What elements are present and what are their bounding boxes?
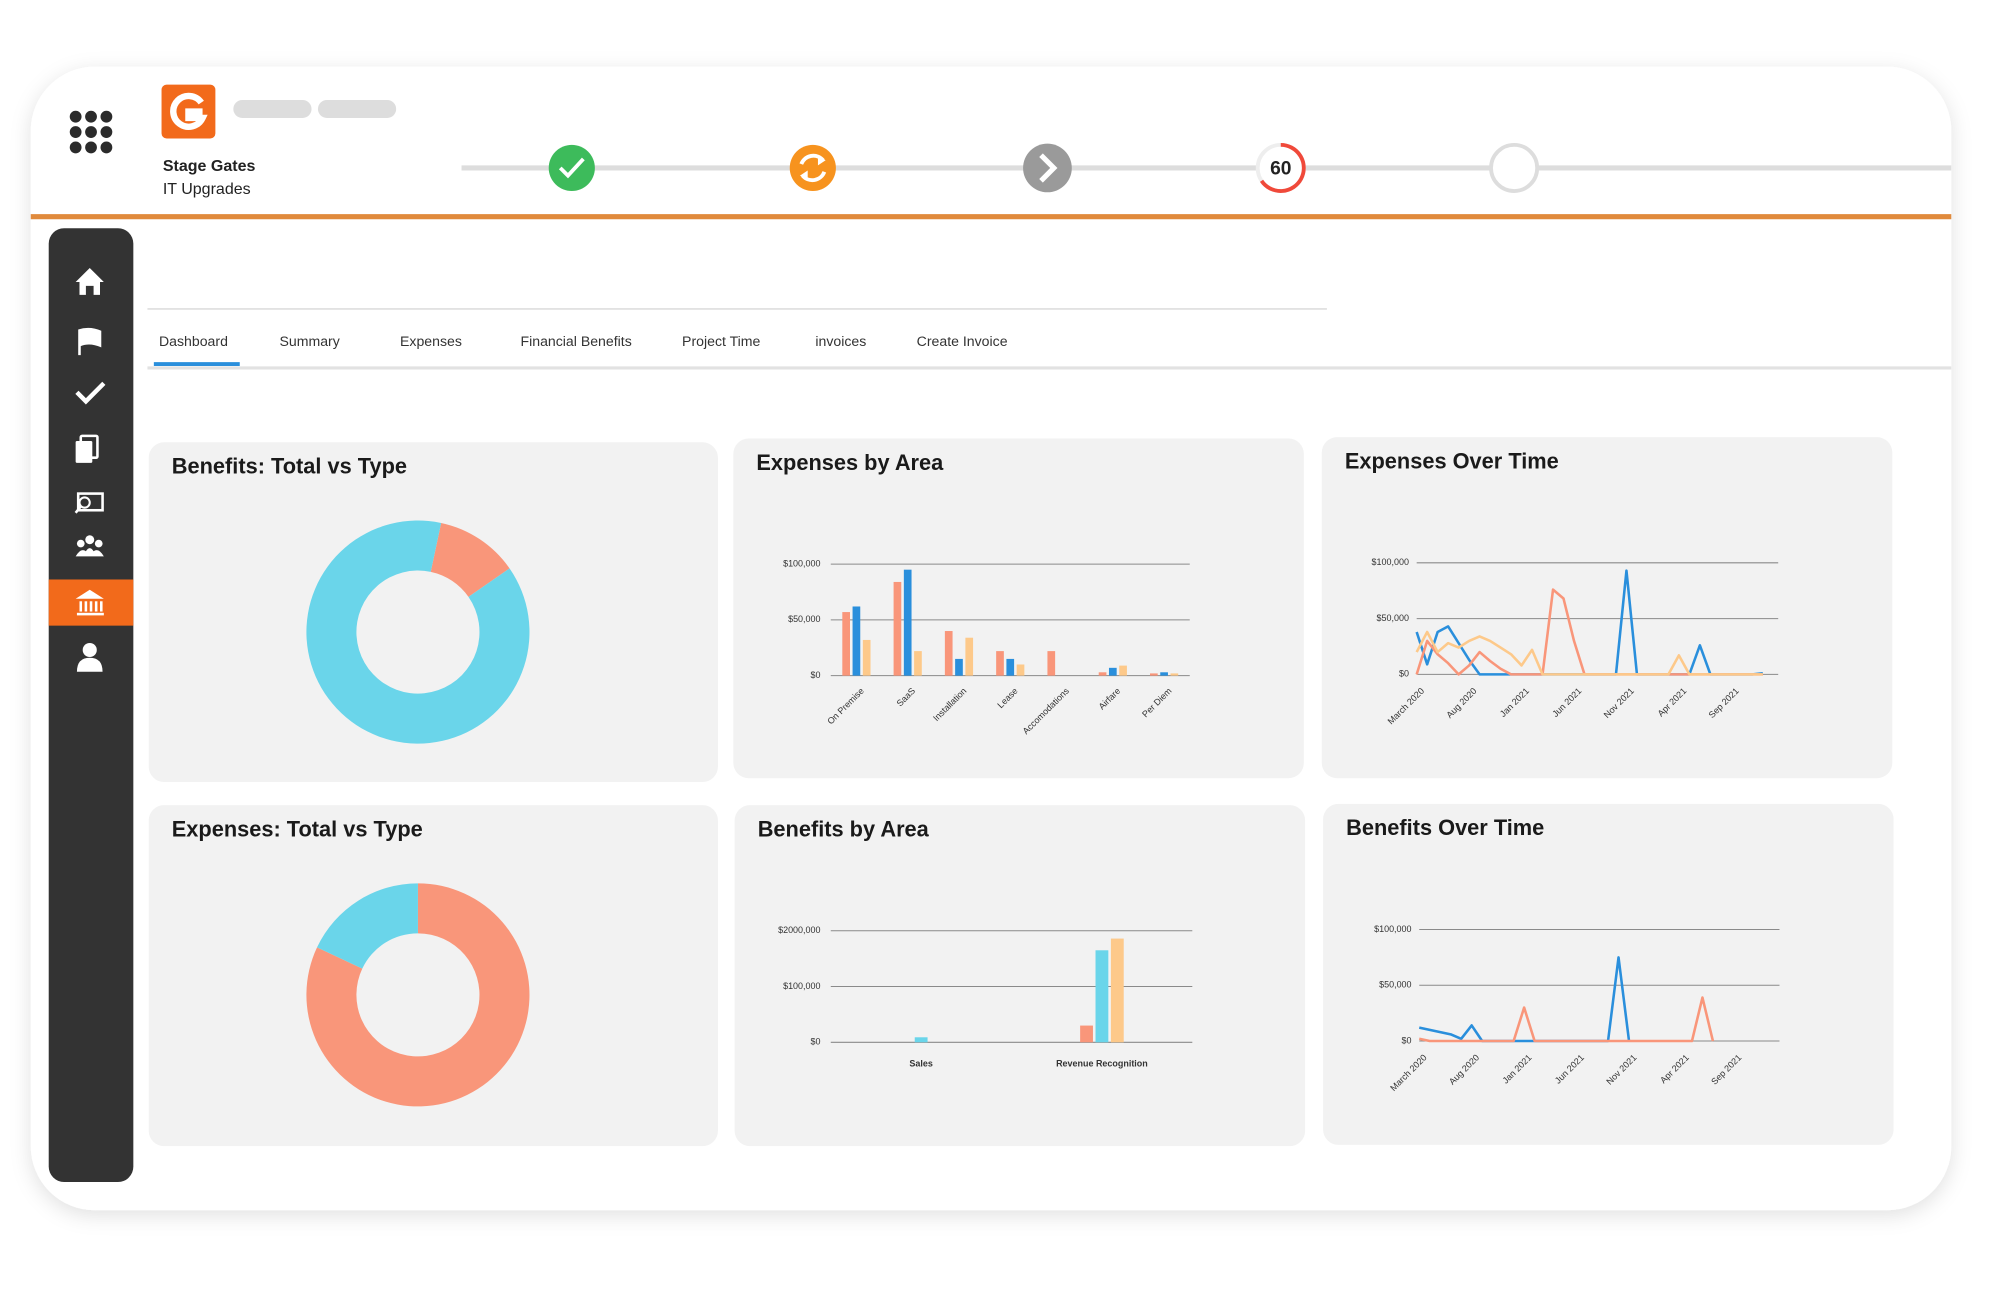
- stage-counter-value: 60: [1270, 158, 1291, 179]
- tab[interactable]: Expenses: [400, 333, 462, 349]
- bar: [903, 569, 912, 676]
- sidebar: [48, 228, 134, 1183]
- bar: [914, 651, 922, 676]
- chart-panel: Expenses Over Time$0$50,000$100,000March…: [1321, 437, 1893, 779]
- panel-background: [734, 805, 1306, 1147]
- chart-panel: Benefits Over Time$0$50,000$100,000March…: [1323, 803, 1894, 1145]
- bar: [1108, 667, 1117, 676]
- stage-in-progress[interactable]: [789, 144, 836, 192]
- chart-title: Benefits: Total vs Type: [172, 454, 407, 479]
- bar: [1006, 658, 1015, 676]
- placeholder: [233, 100, 312, 118]
- bar: [852, 606, 861, 676]
- bar: [1095, 950, 1109, 1043]
- y-tick-label: $0: [1399, 669, 1409, 679]
- bar: [914, 1037, 928, 1043]
- bar: [965, 637, 974, 676]
- bar: [1080, 1025, 1093, 1043]
- tab[interactable]: Create Invoice: [917, 333, 1008, 349]
- x-tick-label: Sales: [909, 1058, 932, 1068]
- stage-next[interactable]: [1023, 143, 1072, 193]
- bar: [955, 658, 963, 676]
- chart-title: Expenses Over Time: [1345, 449, 1559, 474]
- stage-complete[interactable]: [548, 144, 595, 192]
- y-tick-label: $2000,000: [778, 925, 820, 935]
- panel-background: [148, 442, 718, 783]
- chart-title: Expenses: Total vs Type: [172, 817, 423, 842]
- stage-empty[interactable]: [1489, 142, 1540, 193]
- y-tick-label: $0: [811, 1037, 821, 1047]
- x-tick-label: Revenue Recognition: [1056, 1058, 1148, 1068]
- donut-slice: [317, 883, 418, 969]
- bar: [1150, 673, 1158, 676]
- bar: [1160, 672, 1168, 676]
- project-subtitle: IT Upgrades: [163, 180, 251, 198]
- y-tick-label: $100,000: [1372, 557, 1409, 567]
- chart-title: Benefits Over Time: [1346, 815, 1544, 840]
- apps-menu[interactable]: [69, 110, 113, 154]
- panel-background: [733, 438, 1304, 779]
- y-tick-label: $0: [1402, 1035, 1412, 1045]
- y-tick-label: $50,000: [788, 614, 820, 624]
- bar: [842, 612, 850, 676]
- tab[interactable]: Dashboard: [159, 333, 228, 349]
- y-tick-label: $100,000: [783, 558, 820, 568]
- y-tick-label: $50,000: [1379, 980, 1411, 990]
- bar: [996, 651, 1004, 676]
- stage-counter[interactable]: 60: [1255, 142, 1306, 193]
- line-series: [1415, 630, 1763, 676]
- donut-slice: [306, 520, 530, 744]
- placeholder: [317, 100, 397, 118]
- logo: [161, 84, 216, 139]
- panel-background: [1321, 437, 1893, 779]
- tab[interactable]: Project Time: [682, 333, 760, 349]
- bar: [1110, 938, 1124, 1043]
- bar: [1016, 664, 1025, 676]
- bar: [1047, 651, 1056, 676]
- bar: [1119, 665, 1127, 676]
- tab[interactable]: invoices: [815, 333, 866, 349]
- line-series: [1418, 996, 1715, 1043]
- bar: [893, 581, 902, 676]
- sidebar-icons[interactable]: [74, 267, 106, 672]
- y-tick-label: $100,000: [1374, 924, 1411, 934]
- chart-panel: Benefits: Total vs Type: [148, 442, 718, 783]
- y-tick-label: $50,000: [1377, 613, 1409, 623]
- y-tick-label: $100,000: [783, 981, 820, 991]
- chart-panel: Expenses: Total vs Type: [148, 805, 718, 1147]
- panel-background: [1323, 803, 1894, 1145]
- bar: [944, 631, 953, 676]
- chart-panel: Benefits by Area $0 $100,000 $2000,000 Sales…: [734, 805, 1306, 1147]
- project-title: Stage Gates: [163, 157, 256, 175]
- chart-title: Expenses by Area: [756, 450, 944, 475]
- panel-background: [148, 805, 718, 1147]
- bar: [1098, 672, 1107, 676]
- donut-slice: [430, 522, 510, 597]
- donut-slice: [306, 883, 530, 1107]
- tab[interactable]: Financial Benefits: [521, 333, 632, 349]
- bar: [862, 639, 871, 676]
- chart-title: Benefits by Area: [758, 817, 930, 842]
- tab[interactable]: Summary: [279, 333, 340, 349]
- y-tick-label: $0: [811, 670, 821, 680]
- bar: [1170, 673, 1179, 676]
